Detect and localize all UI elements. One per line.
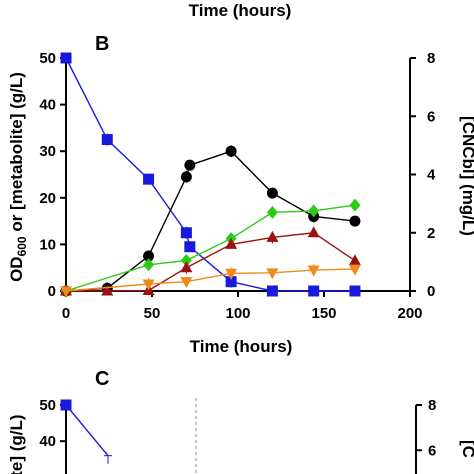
right-y-tick-label: 8 [428, 397, 436, 414]
series-0-square-point [184, 241, 196, 253]
top-x-axis-label: Time (hours) [189, 1, 292, 20]
panel-b-left-axis-label: OD600 or [metabolite] (g/L) [7, 72, 29, 282]
series-0-square-point [143, 173, 155, 185]
panel-c-left-axis-label: ite] (g/L) [7, 414, 26, 474]
panel-c-series-0-square-point [60, 399, 72, 411]
series-4-triangle-down-point [225, 268, 238, 280]
series-3-triangle-up-point [307, 226, 320, 238]
series-0-square-point [180, 227, 192, 239]
left-y-tick-label: 50 [39, 50, 56, 67]
right-y-tick-label: 8 [427, 50, 435, 67]
right-y-tick-label: 4 [427, 167, 436, 184]
left-y-tick-label: 30 [39, 143, 56, 160]
panel-b: B OD600 or [metabolite] (g/L) [CNCbl] (m… [7, 33, 474, 356]
series-4-triangle-down-point [142, 279, 155, 291]
series-0-square-point [266, 285, 278, 297]
series-2-diamond-point [349, 198, 361, 212]
series-2-diamond-point [308, 204, 320, 218]
series-2-diamond-point [143, 258, 155, 272]
left-y-tick-label: 50 [39, 397, 56, 414]
series-0-square-line [65, 57, 355, 292]
panel-b-x-axis-label: Time (hours) [190, 337, 293, 356]
series-0-square-point [101, 134, 113, 146]
series-0-square-point [308, 285, 320, 297]
panel-c-right-axis-label: [C [459, 440, 474, 458]
series-2-diamond-point [266, 205, 278, 219]
panel-b-plot-area [60, 52, 361, 298]
series-1-circle-point [143, 250, 155, 262]
series-3-triangle-up-point [348, 254, 361, 266]
series-4-triangle-down-point [180, 277, 193, 289]
series-3-triangle-up-point [180, 261, 193, 273]
series-4-triangle-down-point [348, 264, 361, 276]
panel-c-axes: 40 50 6 8 [39, 397, 436, 474]
series-3-triangle-up-point [266, 230, 279, 242]
left-y-tick-label: 20 [39, 190, 56, 207]
panel-b-right-axis-label: [CNCbl] (mg/L) [459, 116, 474, 236]
series-1-circle-point [180, 171, 192, 183]
series-4-triangle-down-point [60, 286, 72, 298]
panel-c-letter: C [95, 368, 109, 390]
x-tick-label: 0 [62, 305, 70, 322]
series-3-triangle-up-point [225, 237, 238, 249]
left-y-tick-label: 0 [48, 283, 56, 300]
panel-c-plot-area [60, 399, 112, 464]
panel-c-series-0-line [65, 404, 109, 457]
panel-b-letter: B [95, 33, 109, 55]
panel-c: C ite] (g/L) [C 40 50 6 8 [7, 368, 474, 474]
x-tick-label: 150 [311, 305, 336, 322]
series-4-triangle-down-point [307, 265, 320, 277]
x-tick-label: 100 [225, 305, 250, 322]
series-1-circle-point [184, 159, 196, 171]
left-y-tick-label: 40 [39, 433, 56, 450]
left-y-tick-label: 40 [39, 97, 56, 114]
right-y-tick-label: 6 [428, 442, 436, 459]
right-y-tick-label: 6 [427, 108, 435, 125]
right-y-tick-label: 0 [427, 283, 435, 300]
left-y-tick-label: 10 [39, 236, 56, 253]
x-tick-label: 50 [144, 305, 161, 322]
series-3-triangle-up-line [66, 232, 356, 292]
x-tick-label: 200 [397, 305, 422, 322]
right-y-tick-label: 2 [427, 225, 435, 242]
series-0-square-point [225, 276, 237, 288]
series-0-square-point [349, 285, 361, 297]
series-2-diamond-point [180, 253, 192, 267]
series-4-triangle-down-point [266, 268, 279, 280]
series-0-square-point [60, 52, 72, 64]
series-1-circle-point [349, 215, 361, 227]
series-1-circle-point [225, 145, 237, 157]
series-1-circle-point [266, 187, 278, 199]
series-3-triangle-up-point [101, 284, 114, 296]
